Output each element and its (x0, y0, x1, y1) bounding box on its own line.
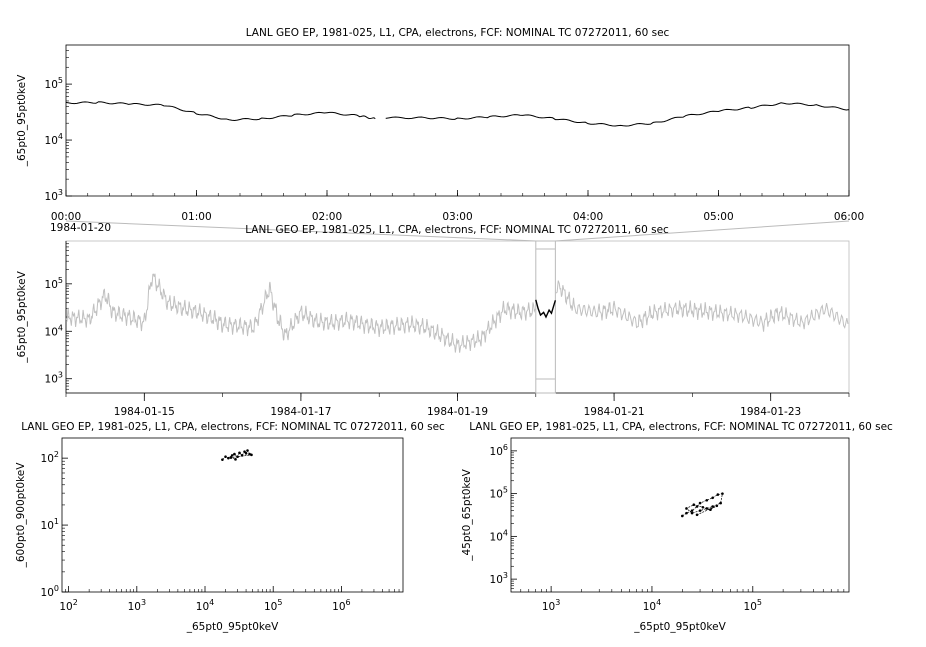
data-point (234, 458, 237, 461)
x-axis-label: _65pt0_95pt0keV (633, 621, 726, 633)
y-tick-label: 100 (41, 584, 59, 599)
data-point (227, 456, 230, 460)
chart-title: LANL GEO EP, 1981-025, L1, CPA, electron… (21, 421, 445, 433)
data-point (716, 493, 720, 496)
data-point (250, 453, 253, 457)
data-point (246, 449, 249, 452)
y-tick-label: 102 (41, 450, 59, 465)
chart-title: LANL GEO EP, 1981-025, L1, CPA, electron… (246, 27, 670, 39)
data-point (701, 505, 705, 509)
zoom-connector-right (554, 220, 850, 242)
data-point (711, 496, 714, 500)
x-tick-label: 01:00 (181, 211, 211, 223)
x-tick-label: 105 (744, 598, 762, 613)
y-tick-label: 103 (45, 188, 63, 203)
x-tick-label: 05:00 (703, 211, 733, 223)
data-point (698, 509, 702, 512)
x-tick-label: 04:00 (573, 211, 603, 223)
x-tick-label: 106 (332, 598, 350, 613)
y-tick-label: 103 (490, 571, 508, 586)
y-tick-label: 101 (41, 517, 59, 532)
plot-frame (61, 437, 404, 593)
y-axis-label: _45pt0_65pt0keV (461, 468, 473, 561)
data-point (698, 501, 702, 505)
data-point (715, 504, 719, 508)
x-tick-label: 06:00 (834, 211, 864, 223)
y-tick-label: 106 (490, 443, 508, 458)
data-point (719, 501, 722, 505)
y-tick-label: 104 (45, 132, 63, 147)
chart-title: LANL GEO EP, 1981-025, L1, CPA, electron… (245, 224, 669, 236)
series-line (65, 273, 536, 353)
data-point (221, 458, 224, 461)
series-line (65, 101, 376, 121)
x-tick-label: 104 (643, 598, 661, 613)
top-time-series-panel: LANL GEO EP, 1981-025, L1, CPA, electron… (16, 27, 864, 234)
plot-frame (510, 437, 850, 593)
data-point (240, 454, 244, 457)
data-point (238, 451, 241, 455)
y-axis-label: _65pt0_95pt0keV (16, 74, 28, 167)
data-point (243, 450, 246, 453)
data-point (711, 505, 714, 508)
x-tick-label: 1984-01-17 (270, 406, 331, 418)
data-point (233, 452, 236, 456)
x-tick-label: 102 (59, 598, 77, 613)
data-point (709, 508, 712, 512)
data-point (236, 455, 239, 459)
y-tick-label: 105 (45, 276, 63, 291)
chart-title: LANL GEO EP, 1981-025, L1, CPA, electron… (469, 421, 893, 433)
x-tick-label: 1984-01-15 (114, 406, 175, 418)
data-point (721, 492, 724, 495)
overview-time-series-panel: LANL GEO EP, 1981-025, L1, CPA, electron… (16, 224, 850, 418)
plot-frame (65, 44, 850, 197)
x-tick-label: 103 (542, 598, 560, 613)
x-axis-label: _65pt0_95pt0keV (186, 621, 279, 633)
highlight-series-line (535, 299, 557, 319)
data-point (681, 514, 684, 518)
data-point (244, 452, 248, 455)
x-tick-label: 1984-01-19 (427, 406, 488, 418)
data-point (230, 454, 234, 457)
series-line (555, 280, 849, 332)
data-point (685, 511, 688, 515)
data-point (229, 456, 233, 459)
scatter-panel-left: LANL GEO EP, 1981-025, L1, CPA, electron… (15, 421, 445, 633)
x-tick-label: 00:00 (51, 211, 81, 223)
x-tick-label: 03:00 (442, 211, 472, 223)
y-tick-label: 104 (490, 528, 508, 543)
y-tick-label: 105 (45, 76, 63, 91)
x-tick-label: 1984-01-23 (740, 406, 801, 418)
data-point (705, 507, 709, 510)
data-point (690, 511, 694, 515)
data-point (695, 513, 699, 517)
data-point (692, 503, 696, 507)
x-tick-label: 1984-01-21 (584, 406, 645, 418)
data-point (695, 505, 699, 508)
data-point (685, 507, 688, 510)
series-line (385, 102, 850, 127)
y-tick-label: 104 (45, 323, 63, 338)
x-tick-label: 104 (196, 598, 214, 613)
data-point (690, 509, 694, 512)
y-tick-label: 103 (45, 371, 63, 386)
x-tick-label: 103 (128, 598, 146, 613)
x-tick-label: 105 (264, 598, 282, 613)
zoom-highlight-box (535, 240, 556, 394)
zoom-connector-left (65, 220, 537, 242)
trajectory-line (222, 449, 253, 460)
data-point (224, 455, 227, 459)
y-tick-label: 105 (490, 486, 508, 501)
data-point (705, 498, 709, 502)
scatter-panel-right: LANL GEO EP, 1981-025, L1, CPA, electron… (461, 421, 893, 633)
y-axis-label: _600pt0_900pt0keV (15, 462, 27, 569)
y-axis-label: _65pt0_95pt0keV (16, 270, 28, 363)
x-tick-label: 02:00 (312, 211, 342, 223)
x-date-label: 1984-01-20 (50, 222, 111, 234)
